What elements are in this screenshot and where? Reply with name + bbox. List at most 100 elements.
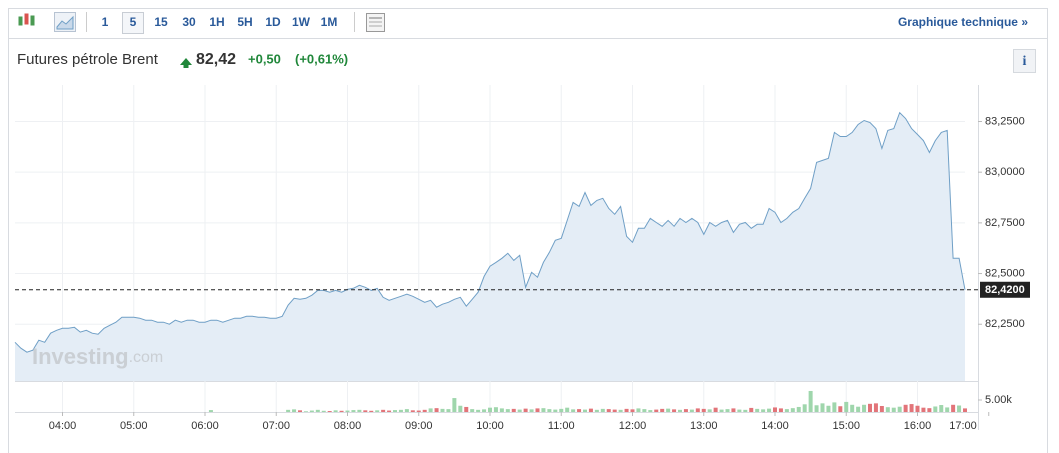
volume-bar <box>583 409 587 412</box>
volume-bar <box>850 404 855 412</box>
volume-bar <box>303 411 308 412</box>
volume-bar <box>339 410 344 412</box>
volume-bar <box>909 404 914 412</box>
volume-bar <box>488 407 492 412</box>
volume-bar <box>903 404 908 412</box>
interval-button[interactable]: 5H <box>237 15 252 29</box>
table-icon[interactable] <box>366 13 385 32</box>
volume-bar <box>553 409 558 412</box>
volume-bar <box>719 409 724 412</box>
y2-tick-label: 5.00k <box>985 394 1012 406</box>
price-change: +0,50 <box>248 51 281 66</box>
volume-bar <box>440 408 445 412</box>
volume-bar <box>689 409 694 412</box>
volume-bar <box>761 409 766 412</box>
volume-bar <box>713 407 718 412</box>
interval-button[interactable]: 1H <box>209 15 224 29</box>
volume-bar <box>600 408 605 412</box>
volume-bar <box>933 406 938 412</box>
x-tick-label: 16:00 <box>904 420 932 432</box>
volume-bar <box>428 408 433 412</box>
volume-bar <box>778 408 783 412</box>
x-tick-label: 05:00 <box>120 420 148 432</box>
volume-bar <box>606 409 611 412</box>
candle-icon[interactable] <box>18 13 35 26</box>
volume-bar <box>375 410 380 412</box>
volume-bar <box>452 398 457 412</box>
volume-bar <box>535 408 540 412</box>
volume-bar <box>416 410 421 412</box>
volume-bar <box>523 408 528 412</box>
interval-button[interactable]: 1 <box>102 15 109 29</box>
info-button[interactable] <box>1013 49 1036 73</box>
x-tick-label: 14:00 <box>761 420 789 432</box>
volume-bar <box>873 403 878 412</box>
volume-bar <box>915 405 920 412</box>
volume-bar <box>660 408 665 412</box>
volume-bar <box>695 408 700 412</box>
volume-bar <box>844 401 849 412</box>
interval-button[interactable]: 1W <box>292 15 311 29</box>
volume-bar <box>897 406 902 412</box>
interval-selected[interactable] <box>122 12 144 34</box>
volume-bar <box>422 409 427 412</box>
interval-button[interactable]: 15 <box>154 15 168 29</box>
x-tick-label: 17:00 <box>949 420 977 432</box>
volume-bar <box>345 410 350 412</box>
info-icon[interactable]: i <box>1023 54 1027 69</box>
volume-bar <box>327 411 332 412</box>
volume-bar <box>672 409 677 412</box>
volume-bar <box>683 409 688 412</box>
volume-bar <box>951 404 956 412</box>
watermark: Investing.com <box>32 344 163 369</box>
volume-bar <box>885 407 890 412</box>
volume-bar <box>826 405 831 412</box>
volume-bar <box>939 405 944 412</box>
last-price-box <box>980 281 1030 298</box>
volume-bar <box>464 406 469 412</box>
area-icon[interactable] <box>54 12 76 32</box>
volume-bar <box>434 408 439 412</box>
y-tick-label: 82,7500 <box>985 217 1025 229</box>
volume-bar <box>470 409 475 412</box>
volume-bar <box>832 402 837 412</box>
volume-bar <box>945 407 950 412</box>
volume-bar <box>208 410 213 412</box>
price-line <box>14 111 966 353</box>
x-tick-label: 11:00 <box>548 420 575 432</box>
volume-bar <box>862 404 867 412</box>
interval-button[interactable]: 1M <box>321 15 338 29</box>
volume-bar <box>624 408 629 412</box>
volume-bar <box>725 409 730 412</box>
price-area <box>15 112 965 381</box>
x-tick-label: 06:00 <box>191 420 219 432</box>
volume-bar <box>594 409 599 412</box>
volume-bar <box>648 410 653 412</box>
x-tick-label: 09:00 <box>405 420 433 432</box>
volume-bar <box>517 409 522 412</box>
volume-bar <box>666 408 671 412</box>
volume-bar <box>856 406 861 412</box>
volume-bar <box>814 405 819 412</box>
volume-bar <box>482 409 487 412</box>
volume-bar <box>541 408 546 412</box>
interval-button[interactable]: 5 <box>130 15 137 29</box>
volume-bar <box>790 408 795 412</box>
volume-bar <box>357 409 362 412</box>
x-tick-label: 04:00 <box>49 420 77 432</box>
volume-bar <box>333 410 338 412</box>
interval-button[interactable]: 1D <box>265 15 281 29</box>
volume-bar <box>499 408 504 412</box>
volume-bar <box>387 410 392 412</box>
volume-bar <box>446 409 451 412</box>
technical-chart-link[interactable]: Graphique technique » <box>898 15 1028 29</box>
y-tick-label: 83,2500 <box>985 115 1025 127</box>
volume-bar <box>755 408 760 412</box>
volume-bar <box>921 407 926 412</box>
volume-bar <box>493 407 498 412</box>
volume-bar <box>309 410 314 412</box>
last-price-label: 82,4200 <box>985 284 1025 296</box>
volume-bar <box>963 408 967 412</box>
volume-bar <box>476 409 481 412</box>
interval-button[interactable]: 30 <box>182 15 196 29</box>
